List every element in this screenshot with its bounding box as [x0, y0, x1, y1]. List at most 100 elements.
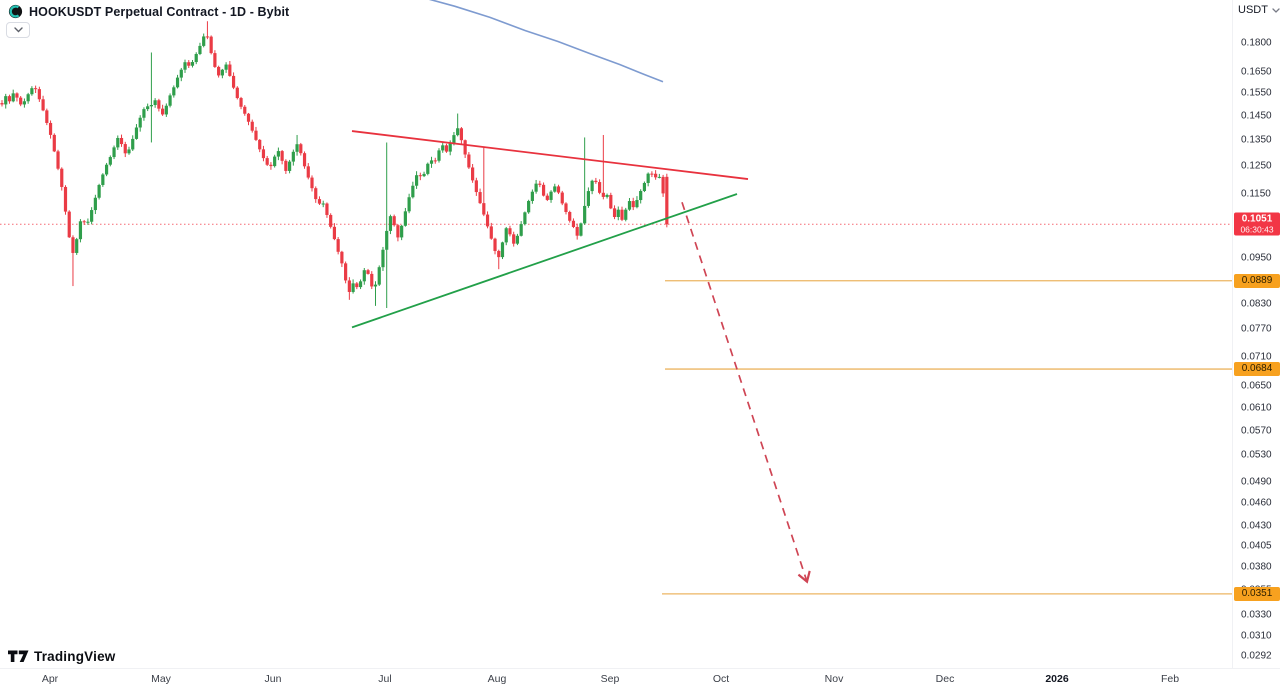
candle-body: [265, 158, 269, 165]
candle-body: [329, 214, 333, 227]
candle-body: [258, 139, 262, 150]
candle-body: [657, 176, 661, 178]
candle-body: [168, 95, 172, 106]
candle-body: [639, 191, 643, 201]
candle-body: [153, 100, 157, 105]
candle-body: [497, 250, 501, 258]
candle-body: [97, 184, 101, 198]
candle-body: [175, 77, 180, 88]
time-tick-label: Jun: [264, 673, 282, 685]
tradingview-glyph-icon: [8, 650, 29, 662]
candle-body: [370, 273, 374, 287]
price-tick-label: 0.0770: [1241, 323, 1272, 335]
candle-body: [75, 239, 79, 253]
candle-body: [127, 149, 131, 154]
candle-body: [213, 53, 217, 67]
candle-body: [654, 173, 658, 178]
time-axis[interactable]: Apr May Jun Jul Aug Sep Oct Nov Dec 2026 Feb: [0, 668, 1280, 688]
candle-body: [261, 149, 266, 159]
candle-body: [220, 69, 224, 76]
candle-body: [579, 223, 583, 236]
candle-body: [299, 144, 303, 154]
price-tick-label: 0.0310: [1241, 630, 1272, 642]
candle-body: [385, 230, 389, 250]
candle-body: [217, 66, 221, 76]
price-tick-label: 0.1650: [1241, 66, 1272, 78]
candle-body: [332, 226, 337, 240]
candle-body: [448, 143, 452, 152]
candle-body: [228, 64, 232, 76]
candle-body: [598, 182, 602, 193]
candle-body: [504, 228, 508, 243]
price-tick-label: 0.0330: [1241, 609, 1272, 621]
candle-body: [112, 147, 116, 158]
candle-body: [478, 192, 482, 204]
candle-body: [340, 251, 344, 264]
candlestick-chart-pane[interactable]: [0, 0, 1232, 668]
candle-body: [302, 153, 307, 167]
candle-body: [396, 225, 400, 238]
price-tick-label: 0.1150: [1241, 188, 1271, 200]
candle-body: [627, 201, 632, 210]
candle-body: [508, 228, 512, 235]
candle-body: [30, 88, 34, 95]
symbol-legend[interactable]: HOOKUSDT Perpetual Contract - 1D - Bybit: [8, 4, 289, 19]
candle-body: [336, 239, 340, 252]
candle-body: [538, 183, 542, 185]
price-tick-label: 0.0650: [1241, 380, 1272, 392]
candle-body: [344, 263, 348, 281]
price-tick-label: 0.0430: [1241, 520, 1272, 531]
candle-body: [512, 234, 516, 244]
tradingview-logo[interactable]: TradingView: [8, 649, 115, 664]
trendline-ascending-support[interactable]: [351, 193, 738, 329]
candle-body: [7, 96, 12, 102]
candle-body: [325, 203, 329, 215]
price-axis[interactable]: 0.1800 0.1650 0.1550 0.1450 0.1350 0.1250 0.11…: [1232, 0, 1280, 668]
trendline-descending-resistance[interactable]: [351, 130, 749, 180]
candle-body: [665, 176, 669, 225]
candle-body: [414, 175, 419, 186]
candle-body: [67, 211, 71, 238]
candle-body: [310, 177, 314, 189]
candle-body: [586, 191, 590, 206]
legend-collapse-button[interactable]: [6, 22, 30, 38]
candle-body: [142, 109, 146, 118]
candle-body: [594, 180, 598, 183]
projection-arrow[interactable]: [681, 202, 807, 581]
candle-body: [246, 113, 251, 122]
currency-unit-dropdown[interactable]: USDT: [1238, 4, 1280, 16]
candle-body: [560, 192, 564, 204]
candle-body: [250, 121, 254, 131]
hook-coin-icon: [8, 4, 23, 19]
candle-body: [564, 203, 568, 212]
candle-body: [202, 36, 206, 46]
candle-body: [429, 160, 434, 164]
candle-body: [108, 157, 112, 165]
candle-body: [635, 200, 639, 208]
bar-close-countdown: 06:30:43: [1240, 224, 1274, 235]
candle-body: [620, 209, 624, 220]
candle-body: [78, 221, 83, 240]
candle-body: [161, 108, 165, 115]
candle-body: [146, 106, 150, 110]
candle-body: [235, 87, 239, 99]
candle-body: [549, 191, 553, 200]
price-tick-label: 0.1800: [1241, 37, 1272, 49]
candle-body: [71, 237, 75, 253]
candle-body: [45, 110, 49, 123]
candle-body: [519, 224, 523, 236]
candle-body: [183, 62, 187, 70]
price-tick-label: 0.1550: [1241, 87, 1272, 99]
candle-body: [523, 212, 527, 225]
candle-body: [101, 174, 105, 185]
candle-body: [661, 176, 665, 194]
candle-body: [254, 130, 258, 140]
price-tick-label: 0.1250: [1241, 160, 1272, 172]
time-tick-label: May: [151, 673, 171, 685]
symbol-title[interactable]: HOOKUSDT Perpetual Contract - 1D - Bybit: [29, 4, 290, 19]
current-price-value: 0.1051: [1241, 213, 1273, 225]
candle-body: [530, 191, 534, 201]
candle-body: [351, 283, 355, 292]
candle-body: [456, 128, 460, 136]
